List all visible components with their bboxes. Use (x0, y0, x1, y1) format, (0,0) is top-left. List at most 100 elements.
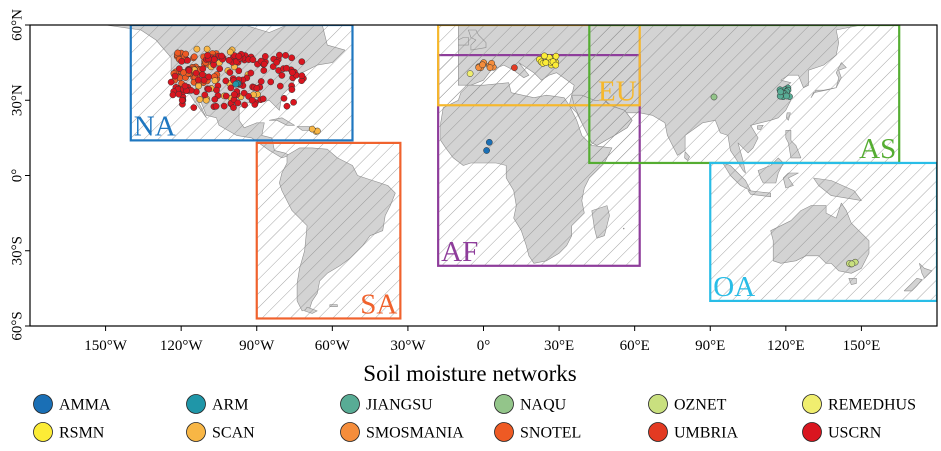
site-uscrn (273, 58, 281, 66)
legend-swatch (340, 394, 360, 414)
site-uscrn (269, 63, 277, 70)
site-uscrn (205, 85, 213, 93)
land-greenland (344, 25, 379, 26)
site-rsmn (542, 59, 550, 66)
site-uscrn (234, 99, 242, 107)
region-hatch-as (589, 25, 900, 163)
legend-item-rsmn: RSMN (33, 422, 105, 442)
legend-swatch (494, 394, 514, 414)
site-uscrn (248, 96, 256, 104)
legend-item-amma: AMMA (33, 394, 111, 414)
site-uscrn (194, 76, 202, 84)
site-uscrn (184, 57, 191, 64)
site-naqu (710, 93, 718, 101)
site-uscrn (235, 67, 243, 75)
region-label-oa: OA (713, 271, 755, 303)
site-scan (195, 82, 202, 90)
site-uscrn (175, 90, 183, 98)
site-oznet (848, 260, 856, 268)
site-scan (211, 77, 219, 85)
site-scan (308, 125, 316, 133)
legend-label: SCAN (212, 425, 255, 442)
site-uscrn (178, 58, 185, 65)
legend-swatch (494, 422, 514, 442)
lon-label: 30°W (390, 338, 426, 354)
site-scan (193, 45, 201, 53)
site-uscrn (220, 102, 228, 110)
site-uscrn (216, 65, 224, 73)
lon-label: 150°W (84, 338, 127, 354)
site-uscrn (178, 96, 186, 104)
site-uscrn (235, 52, 243, 60)
legend-swatch (186, 422, 206, 442)
site-uscrn (175, 65, 183, 73)
site-uscrn (225, 56, 233, 64)
region-oa (709, 161, 937, 303)
lat-label: 30°S (9, 236, 25, 265)
site-arm (232, 80, 240, 88)
site-uscrn (185, 67, 193, 74)
site-uscrn (261, 53, 269, 60)
site-uscrn (288, 69, 296, 76)
site-uscrn (192, 69, 200, 77)
land-iceland (423, 10, 448, 15)
site-uscrn (267, 78, 275, 86)
legend-swatch (648, 422, 668, 442)
legend-item-jiangsu: JIANGSU (340, 394, 433, 414)
site-uscrn (167, 78, 175, 86)
site-uscrn (260, 60, 268, 68)
region-box-sa (255, 141, 402, 320)
site-uscrn (230, 91, 238, 98)
legend-label: SNOTEL (520, 425, 581, 442)
site-uscrn (259, 95, 267, 103)
site-scan (196, 96, 204, 103)
legend-swatch (340, 422, 360, 442)
legend-label: AMMA (59, 397, 111, 414)
legend-item-naqu: NAQU (494, 394, 567, 414)
legend-item-arm: ARM (186, 394, 248, 414)
region-hatch-sa (256, 142, 401, 319)
lat-label: 60°S (9, 311, 25, 340)
legend-label: UMBRIA (674, 425, 738, 442)
site-uscrn (190, 104, 198, 111)
site-uscrn (290, 98, 297, 106)
legend-label: SMOSMANIA (366, 425, 464, 442)
legend-item-snotel: SNOTEL (494, 422, 581, 442)
site-scan (203, 45, 211, 53)
site-umbria (511, 64, 518, 72)
site-amma (483, 147, 490, 154)
site-snotel (174, 49, 182, 57)
lon-label: 30°E (544, 338, 574, 354)
site-uscrn (211, 96, 219, 103)
site-remedhus (466, 70, 474, 77)
site-uscrn (283, 102, 291, 110)
region-sa (255, 141, 402, 320)
lon-label: 90°E (695, 338, 725, 354)
site-snotel (182, 50, 190, 58)
lon-label: 90°W (239, 338, 275, 354)
region-label-sa: SA (360, 288, 397, 320)
site-uscrn (218, 52, 225, 60)
lon-label: 60°E (620, 338, 650, 354)
site-uscrn (210, 56, 218, 63)
region-label-af: AF (441, 236, 478, 268)
site-uscrn (276, 51, 283, 59)
legend-label: NAQU (520, 397, 567, 414)
site-uscrn (171, 72, 179, 80)
site-uscrn (253, 84, 261, 92)
site-uscrn (278, 72, 286, 79)
lat-label: 30°N (9, 84, 25, 116)
site-uscrn (240, 89, 248, 97)
site-uscrn (257, 78, 265, 85)
legend-swatch (648, 394, 668, 414)
legend-label: RSMN (59, 425, 105, 442)
site-jiangsu (777, 88, 784, 96)
site-snotel (190, 53, 198, 61)
site-uscrn (241, 101, 248, 109)
legend-title: Soil moisture networks (363, 361, 576, 386)
site-uscrn (298, 72, 306, 80)
site-uscrn (276, 82, 284, 90)
legend-item-umbria: UMBRIA (648, 422, 738, 442)
site-uscrn (205, 73, 213, 81)
region-box-na (129, 25, 354, 142)
